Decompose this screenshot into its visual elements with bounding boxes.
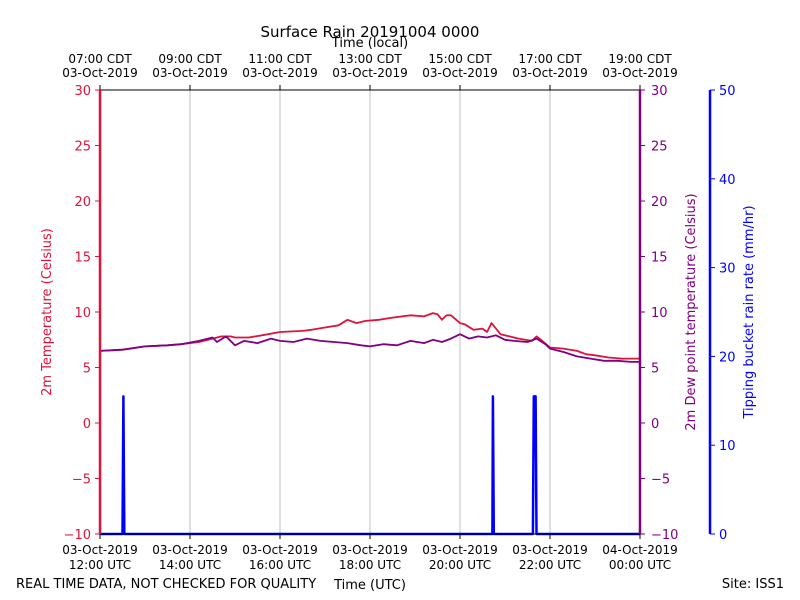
local-tick-time: 19:00 CDT	[608, 52, 672, 66]
utc-tick-date: 03-Oct-2019	[332, 543, 408, 557]
x-axis-label: Time (UTC)	[333, 578, 406, 593]
series-line-2m-temperature	[99, 312, 640, 360]
quality-disclaimer: REAL TIME DATA, NOT CHECKED FOR QUALITY	[16, 577, 316, 592]
dewpoint-tick-label: −5	[651, 473, 670, 488]
rain-tick-label: 0	[719, 528, 727, 543]
local-tick-time: 13:00 CDT	[338, 52, 402, 66]
series-layer	[99, 312, 640, 536]
top-axis-label: Time (local)	[331, 36, 408, 51]
local-tick-date: 03-Oct-2019	[332, 66, 408, 80]
utc-tick-time: 00:00 UTC	[609, 558, 671, 572]
local-tick-date: 03-Oct-2019	[242, 66, 318, 80]
chart-title: Surface Rain 20191004 0000	[261, 23, 480, 41]
utc-tick-time: 20:00 UTC	[429, 558, 491, 572]
dewpoint-tick-label: 15	[651, 251, 668, 266]
local-tick-time: 07:00 CDT	[68, 52, 132, 66]
dewpoint-tick-label: 5	[651, 362, 659, 377]
series-line-2m-dew-point-temperature	[99, 333, 640, 363]
dewpoint-tick-label: 20	[651, 195, 668, 210]
utc-tick-date: 03-Oct-2019	[512, 543, 588, 557]
utc-tick-time: 22:00 UTC	[519, 558, 581, 572]
temp-tick-label: 20	[74, 195, 91, 210]
y-axis-label-rain: Tipping bucket rain rate (mm/hr)	[742, 205, 757, 419]
temp-tick-label: 25	[74, 140, 91, 155]
rain-tick-label: 40	[719, 173, 736, 188]
temp-tick-label: 15	[74, 251, 91, 266]
local-tick-time: 15:00 CDT	[428, 52, 492, 66]
rain-tick-label: 30	[719, 262, 736, 277]
temp-tick-label: −5	[72, 473, 91, 488]
dewpoint-tick-label: −10	[651, 528, 678, 543]
rain-tick-label: 50	[719, 84, 736, 99]
local-tick-date: 03-Oct-2019	[602, 66, 678, 80]
rain-tick-label: 10	[719, 439, 736, 454]
local-tick-date: 03-Oct-2019	[422, 66, 498, 80]
dewpoint-tick-label: 0	[651, 417, 659, 432]
series-line-tipping-bucket-rain-rate	[100, 395, 640, 536]
local-tick-time: 11:00 CDT	[248, 52, 312, 66]
local-tick-date: 03-Oct-2019	[152, 66, 228, 80]
utc-tick-date: 03-Oct-2019	[422, 543, 498, 557]
temp-tick-label: 0	[83, 417, 91, 432]
utc-tick-date: 03-Oct-2019	[242, 543, 318, 557]
utc-tick-time: 14:00 UTC	[159, 558, 221, 572]
utc-tick-time: 16:00 UTC	[249, 558, 311, 572]
y-axis-label-temperature: 2m Temperature (Celsius)	[40, 228, 55, 396]
local-tick-time: 17:00 CDT	[518, 52, 582, 66]
y-axis-label-dewpoint: 2m Dew point temperature (Celsius)	[684, 193, 699, 430]
utc-tick-time: 18:00 UTC	[339, 558, 401, 572]
utc-tick-date: 03-Oct-2019	[62, 543, 138, 557]
rain-tick-label: 20	[719, 350, 736, 365]
dewpoint-tick-label: 25	[651, 140, 668, 155]
temp-tick-label: 10	[74, 306, 91, 321]
utc-tick-time: 12:00 UTC	[69, 558, 131, 572]
local-tick-date: 03-Oct-2019	[62, 66, 138, 80]
utc-tick-date: 03-Oct-2019	[152, 543, 228, 557]
temp-tick-label: −10	[64, 528, 91, 543]
dewpoint-tick-label: 30	[651, 84, 668, 99]
temp-tick-label: 30	[74, 84, 91, 99]
utc-tick-date: 04-Oct-2019	[602, 543, 678, 557]
temp-tick-label: 5	[83, 362, 91, 377]
axes-layer	[98, 89, 712, 535]
local-tick-time: 09:00 CDT	[158, 52, 222, 66]
site-label: Site: ISS1	[722, 577, 784, 592]
dewpoint-tick-label: 10	[651, 306, 668, 321]
grid-lines	[189, 90, 551, 534]
local-tick-date: 03-Oct-2019	[512, 66, 588, 80]
